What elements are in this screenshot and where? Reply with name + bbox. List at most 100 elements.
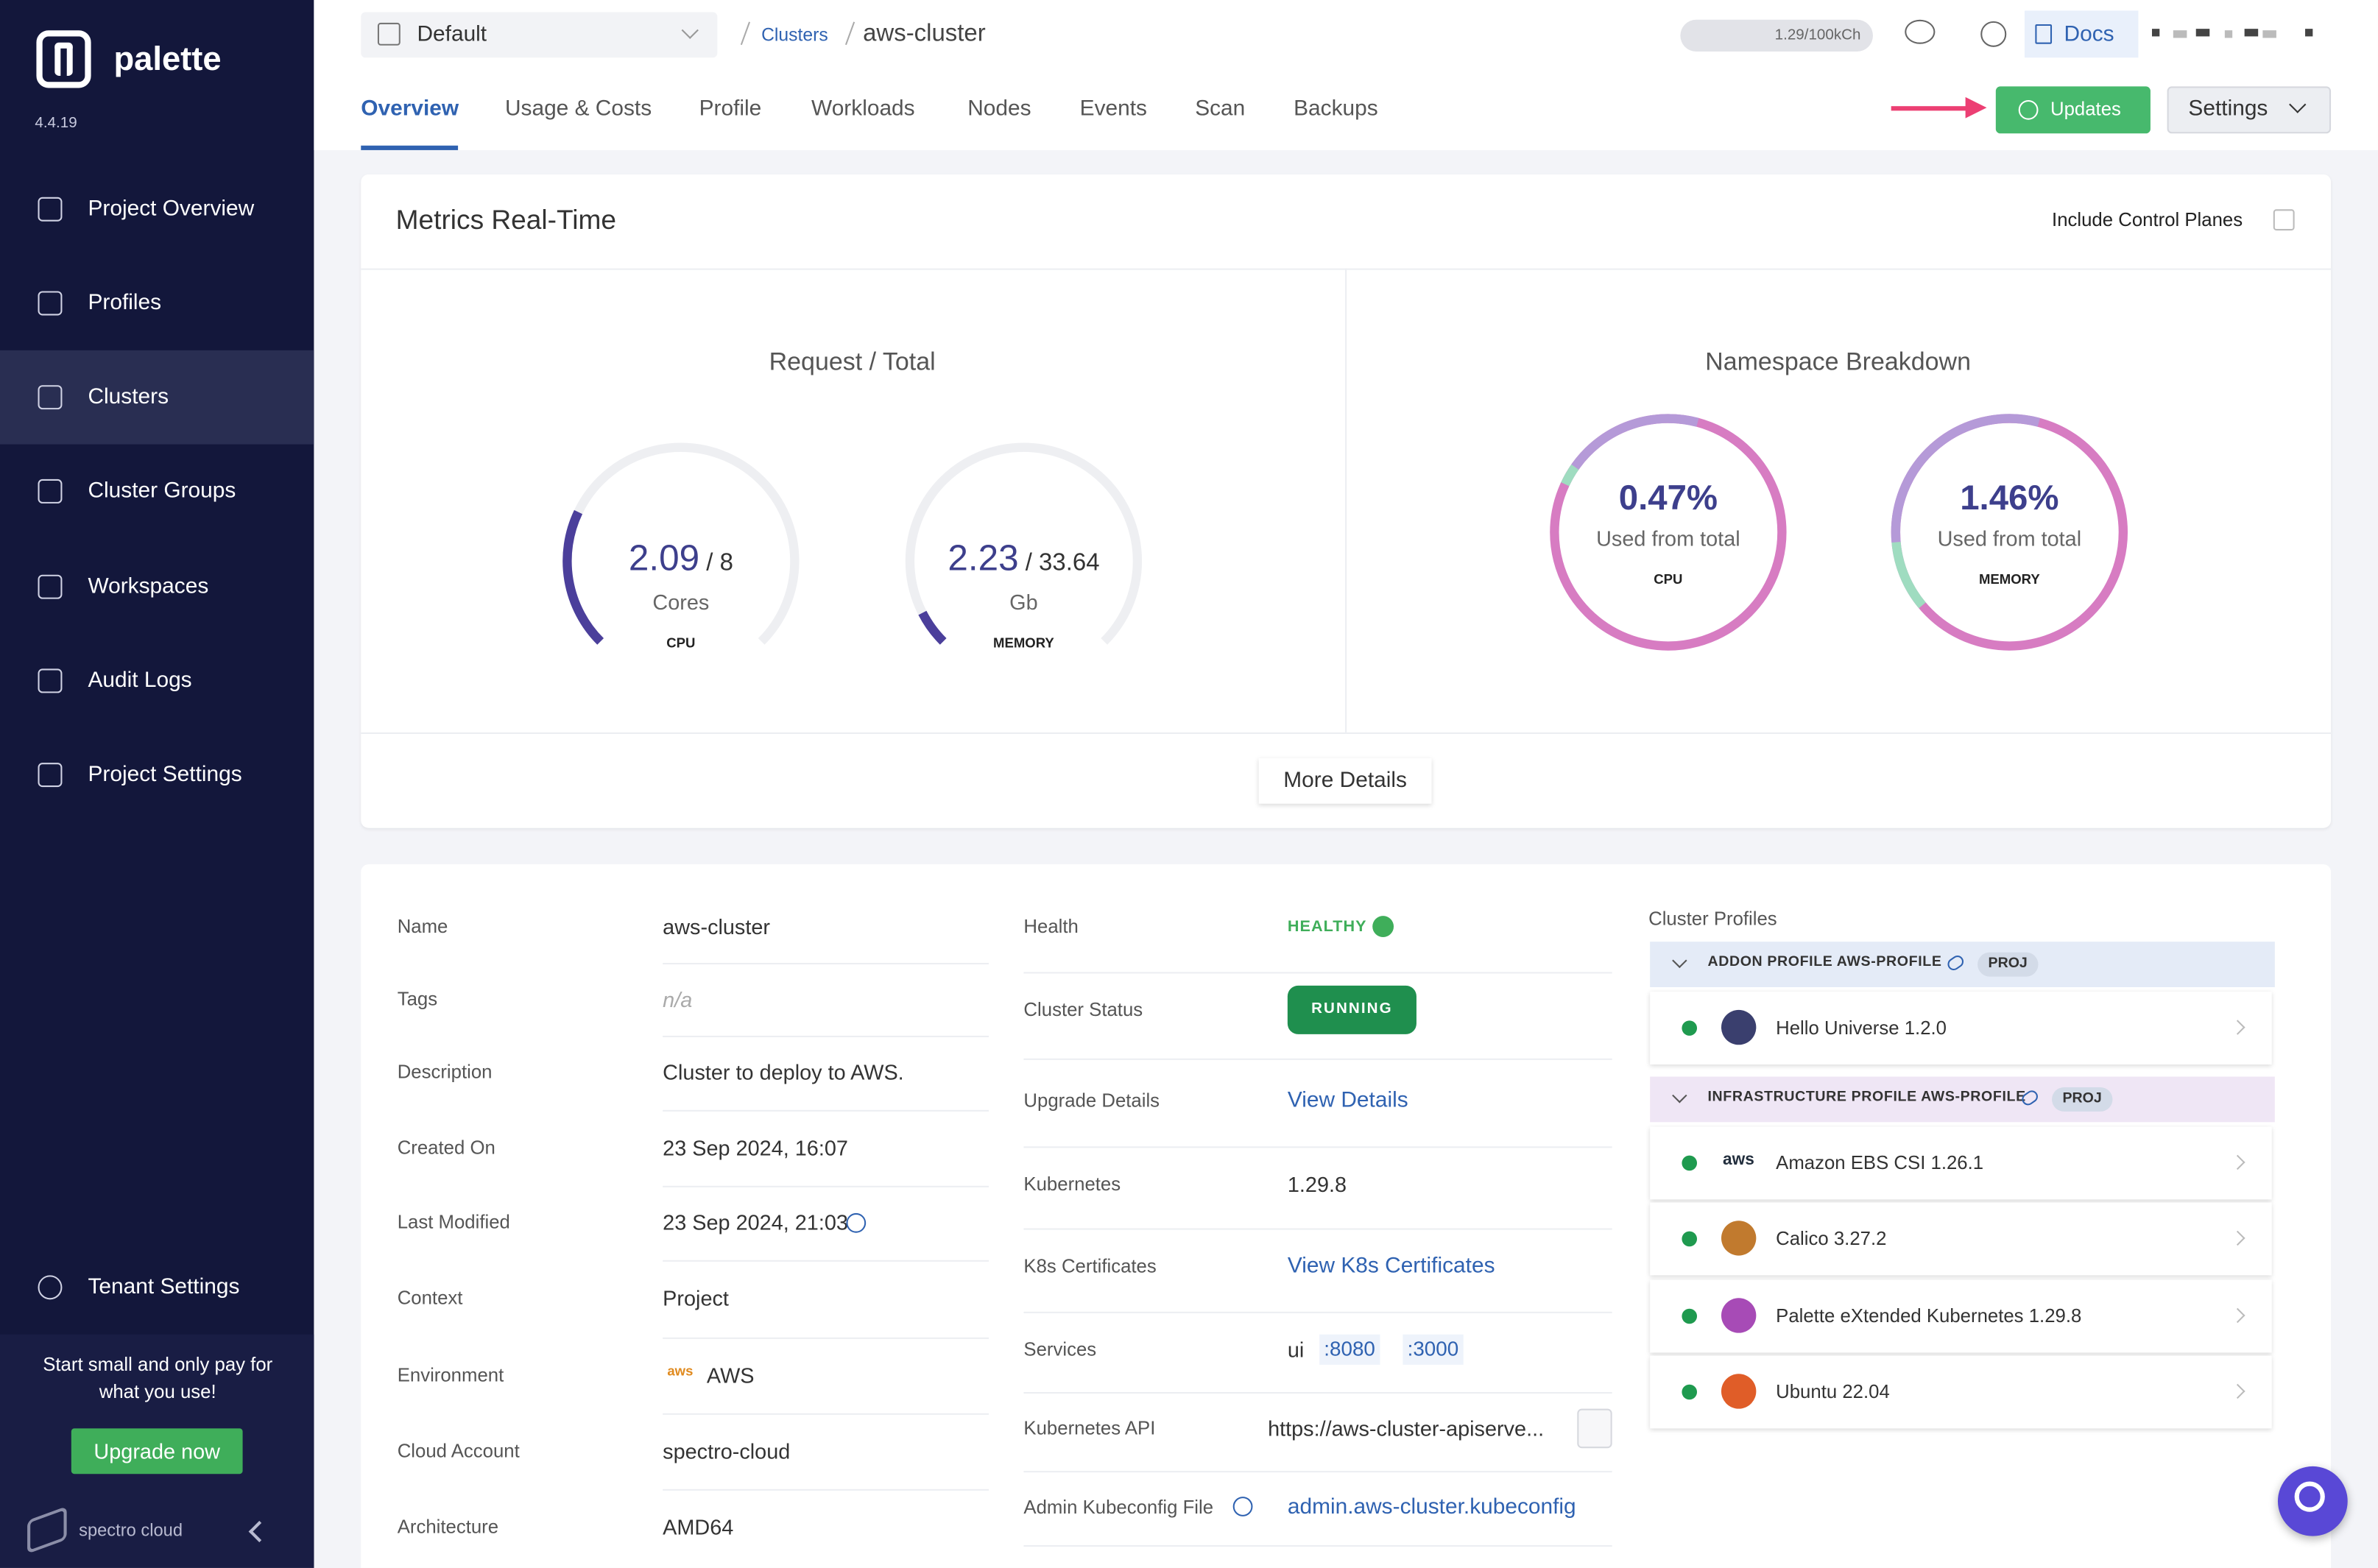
detail-value: Cluster to deploy to AWS. (663, 1059, 904, 1084)
copy-button[interactable] (1577, 1408, 1612, 1449)
nav-item[interactable]: Cluster Groups (88, 478, 236, 504)
pack-name: Hello Universe 1.2.0 (1776, 1017, 1947, 1039)
usage-pill: 1.29/100kCh (1680, 19, 1873, 52)
gauge-total: / 8 (699, 550, 733, 576)
tab[interactable]: Nodes (967, 96, 1031, 121)
tab[interactable]: Scan (1195, 96, 1246, 121)
pack-logo: aws (1723, 1150, 1754, 1169)
sidebar: palette 4.4.19 Project Overview Profiles Clu… (0, 0, 314, 1568)
gauge-used: 2.09 (628, 538, 700, 579)
detail-value: 23 Sep 2024, 16:07 (663, 1135, 848, 1160)
status-label: Kubernetes API (1023, 1418, 1156, 1439)
user-menu[interactable] (2305, 29, 2313, 37)
control-planes-label: Include Control Planes (2052, 209, 2243, 231)
nav-icon (38, 478, 63, 504)
row-divider (663, 1035, 989, 1037)
pack-name: Calico 3.27.2 (1776, 1228, 1887, 1250)
upgrade-button[interactable]: Upgrade now (71, 1428, 243, 1475)
donut-caption: Used from total (1937, 526, 2082, 551)
row-divider (663, 963, 989, 965)
nav-item[interactable]: Clusters (88, 385, 169, 410)
project-name: Default (417, 22, 487, 47)
gauge-value: 2.23 / 33.64 (872, 537, 1175, 587)
detail-label: Environment (397, 1364, 504, 1386)
pack-name: Ubuntu 22.04 (1776, 1381, 1890, 1403)
info-icon[interactable] (846, 1212, 867, 1233)
control-planes-checkbox[interactable] (2273, 209, 2295, 231)
user-menu[interactable] (2244, 29, 2259, 37)
brand: palette (113, 39, 222, 78)
link[interactable]: View Details (1287, 1089, 1408, 1113)
info-icon[interactable] (1232, 1497, 1253, 1516)
detail-label: Last Modified (397, 1211, 510, 1233)
tab[interactable]: Usage & Costs (504, 96, 652, 121)
divider (361, 732, 2332, 734)
service-port[interactable]: :3000 (1403, 1334, 1464, 1365)
breadcrumb-parent[interactable]: Clusters (761, 24, 828, 46)
nav-active-bg (0, 350, 314, 445)
nav-item[interactable]: Audit Logs (88, 668, 192, 693)
tab-underline (361, 145, 459, 150)
divider (1345, 268, 1347, 732)
detail-label: Description (397, 1061, 493, 1083)
tab[interactable]: Profile (699, 96, 762, 121)
detail-label: Name (397, 916, 448, 938)
health-icon (1372, 916, 1394, 938)
settings-button[interactable] (2167, 86, 2332, 134)
link[interactable]: View K8s Certificates (1287, 1254, 1495, 1279)
user-menu[interactable] (2262, 30, 2276, 38)
pack-icon (1721, 1221, 1757, 1256)
nav-icon (38, 668, 63, 693)
env-logo: aws (667, 1363, 694, 1379)
nav-icon (38, 574, 63, 599)
tenant-settings[interactable]: Tenant Settings (88, 1275, 240, 1300)
nav-icon (38, 197, 63, 222)
service-port[interactable]: :8080 (1319, 1334, 1380, 1365)
profile-group-header[interactable] (1650, 942, 2275, 987)
status-label: Services (1023, 1338, 1097, 1360)
detail-label: Tags (397, 989, 438, 1010)
detail-value: aws-cluster (663, 914, 771, 939)
section-title: Request / Total (769, 348, 936, 376)
nav-item[interactable]: Profiles (88, 291, 162, 316)
row-divider (1023, 1471, 1612, 1473)
nav-item[interactable]: Workspaces (88, 574, 209, 599)
more-details-button[interactable]: More Details (1258, 757, 1432, 804)
pack-status-dot (1682, 1231, 1698, 1247)
version: 4.4.19 (35, 115, 77, 133)
docs-bg[interactable] (2024, 10, 2139, 58)
chat-icon[interactable] (1905, 19, 1936, 44)
docs-icon (2035, 24, 2053, 44)
link[interactable]: admin.aws-cluster.kubeconfig (1287, 1495, 1576, 1520)
detail-value: AWS (706, 1363, 755, 1388)
docs-link[interactable]: Docs (2064, 22, 2114, 47)
status-value: 1.29.8 (1287, 1172, 1347, 1197)
user-menu[interactable] (2224, 30, 2233, 38)
gauge-label: MEMORY (993, 635, 1054, 651)
compass-icon[interactable] (1980, 21, 2007, 47)
row-divider (663, 1184, 989, 1187)
gauge-total: / 33.64 (1018, 550, 1100, 576)
service-name: ui (1287, 1337, 1305, 1362)
health-value: HEALTHY (1287, 917, 1367, 936)
nav-icon (38, 385, 63, 410)
tab[interactable]: Overview (361, 96, 459, 121)
tab[interactable]: Workloads (811, 96, 915, 121)
project-select[interactable] (361, 12, 718, 58)
detail-value: Project (663, 1285, 729, 1310)
status-label: Admin Kubeconfig File (1023, 1497, 1214, 1518)
breadcrumb-sep (844, 21, 855, 46)
tab[interactable]: Events (1079, 96, 1147, 121)
pack-status-dot (1682, 1154, 1698, 1170)
tab[interactable]: Backups (1294, 96, 1378, 121)
header: Default Clusters aws-cluster 1.29/100kCh Doc… (314, 0, 2378, 150)
pack-row[interactable] (1650, 1126, 2272, 1199)
nav-item[interactable]: Project Settings (88, 763, 242, 788)
nav-item[interactable]: Project Overview (88, 197, 255, 222)
user-menu[interactable] (2151, 29, 2160, 37)
user-menu[interactable] (2195, 29, 2210, 37)
profile-group-header[interactable] (1650, 1076, 2275, 1122)
user-menu[interactable] (2173, 30, 2187, 38)
pack-name: Amazon EBS CSI 1.26.1 (1776, 1151, 1984, 1173)
